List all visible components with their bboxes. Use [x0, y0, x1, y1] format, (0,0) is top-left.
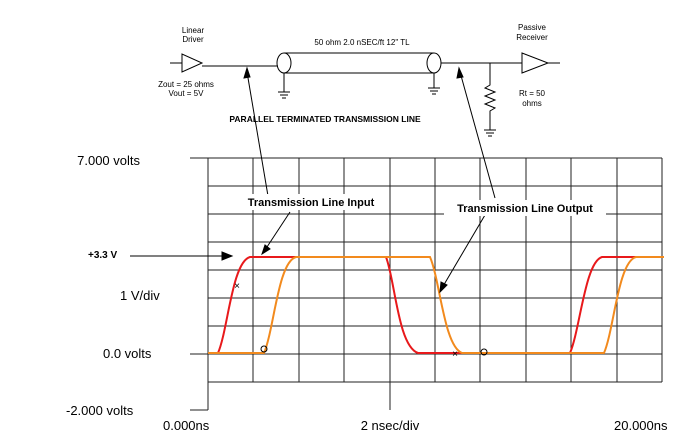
label: Vout = 5V [169, 89, 205, 98]
label: Linear [182, 26, 205, 35]
marker: × [452, 349, 458, 360]
label: Rt = 50 [519, 89, 546, 98]
label-bg [236, 194, 386, 210]
label: Passive [518, 23, 547, 32]
marker [480, 348, 488, 356]
coax-end [276, 52, 292, 74]
label-bg [444, 200, 606, 216]
label: ohms [522, 99, 542, 108]
y-label: -2.000 volts [66, 403, 134, 418]
receiver-symbol [521, 52, 550, 74]
label: Driver [182, 35, 204, 44]
marker: × [234, 281, 240, 292]
coax-end [426, 52, 442, 74]
level-label: +3.3 V [88, 250, 118, 261]
schematic [170, 52, 560, 137]
marker [260, 345, 268, 353]
y-label: 0.0 volts [103, 346, 152, 361]
driver-symbol [181, 53, 204, 73]
scale-label: 1 V/div [120, 288, 160, 303]
label: 50 ohm 2.0 nSEC/ft 12" TL [314, 38, 410, 47]
arrows [130, 66, 496, 294]
x-label: 2 nsec/div [361, 418, 420, 433]
x-label: 20.000ns [614, 418, 668, 433]
input-label: Transmission Line Input [248, 197, 375, 209]
resistor [483, 63, 497, 130]
schematic-title: PARALLEL TERMINATED TRANSMISSION LINE [229, 114, 421, 124]
x-label: 0.000ns [163, 418, 210, 433]
label: Receiver [516, 33, 548, 42]
input-waveform [208, 256, 664, 354]
output-label: Transmission Line Output [457, 203, 593, 215]
y-label: 7.000 volts [77, 153, 140, 168]
label: Zout = 25 ohms [158, 80, 214, 89]
output-waveform [208, 256, 664, 354]
